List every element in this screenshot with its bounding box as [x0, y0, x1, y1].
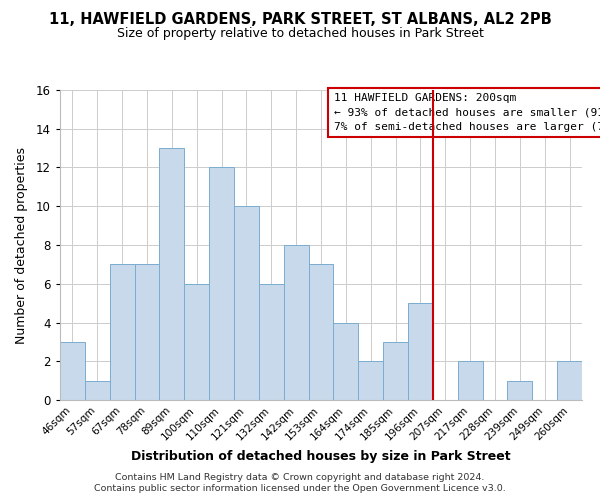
Bar	[85, 380, 110, 400]
Bar	[160, 148, 184, 400]
Bar	[60, 342, 85, 400]
Bar	[557, 361, 582, 400]
Bar	[209, 168, 234, 400]
Bar	[508, 380, 532, 400]
Bar	[334, 322, 358, 400]
Text: Contains public sector information licensed under the Open Government Licence v3: Contains public sector information licen…	[94, 484, 506, 493]
Bar	[408, 303, 433, 400]
Bar	[458, 361, 482, 400]
Text: 11, HAWFIELD GARDENS, PARK STREET, ST ALBANS, AL2 2PB: 11, HAWFIELD GARDENS, PARK STREET, ST AL…	[49, 12, 551, 28]
Text: 11 HAWFIELD GARDENS: 200sqm
← 93% of detached houses are smaller (91)
7% of semi: 11 HAWFIELD GARDENS: 200sqm ← 93% of det…	[334, 93, 600, 132]
X-axis label: Distribution of detached houses by size in Park Street: Distribution of detached houses by size …	[131, 450, 511, 463]
Bar	[134, 264, 160, 400]
Bar	[234, 206, 259, 400]
Bar	[259, 284, 284, 400]
Bar	[358, 361, 383, 400]
Bar	[383, 342, 408, 400]
Text: Size of property relative to detached houses in Park Street: Size of property relative to detached ho…	[116, 28, 484, 40]
Bar	[110, 264, 134, 400]
Text: Contains HM Land Registry data © Crown copyright and database right 2024.: Contains HM Land Registry data © Crown c…	[115, 472, 485, 482]
Bar	[284, 245, 308, 400]
Bar	[308, 264, 334, 400]
Bar	[184, 284, 209, 400]
Y-axis label: Number of detached properties: Number of detached properties	[14, 146, 28, 344]
